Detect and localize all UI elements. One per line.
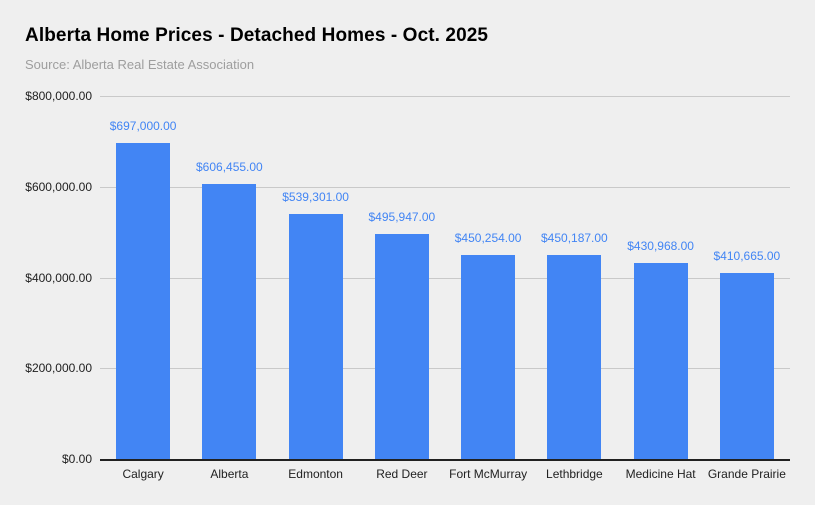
bar-band: $539,301.00 Edmonton (273, 96, 359, 481)
chart-subtitle: Source: Alberta Real Estate Association (25, 57, 255, 72)
bar-value-label: $606,455.00 (196, 159, 263, 174)
bar-value-label: $410,665.00 (713, 248, 781, 263)
bar-value-label: $450,187.00 (541, 230, 608, 245)
bar-series: $697,000.00 Calgary $606,455.00 Alberta $539… (100, 96, 790, 481)
y-tick-label: $600,000.00 (25, 179, 92, 194)
gridline (100, 277, 790, 279)
bar-value-label: $539,301.00 (282, 190, 349, 205)
chart-title: Alberta Home Prices - Detached Homes - O… (25, 25, 489, 46)
bar (116, 142, 171, 459)
bar-value-label: $430,968.00 (627, 239, 694, 254)
bar-band: $697,000.00 Calgary (100, 96, 186, 481)
bar (633, 263, 688, 459)
gridline (100, 368, 790, 370)
bar-value-label: $450,254.00 (454, 230, 522, 245)
plot-area: $697,000.00 Calgary $606,455.00 Alberta $539… (100, 96, 790, 481)
bar-band: $410,665.00 Grande Prairie (704, 96, 790, 481)
bar-band: $495,947.00 Red Deer (359, 96, 445, 481)
bar (719, 272, 774, 459)
y-tick-label: $200,000.00 (25, 361, 92, 376)
y-tick-label: $0.00 (61, 452, 92, 466)
bar-value-label: $495,947.00 (368, 209, 436, 224)
category-label: Red Deer (376, 467, 428, 481)
category-label: Alberta (210, 467, 249, 481)
category-label: Medicine Hat (625, 467, 696, 481)
bar (288, 214, 343, 459)
category-label: Fort McMurray (449, 467, 528, 481)
bar (374, 233, 429, 459)
gridline (100, 186, 790, 188)
bar-band: $606,455.00 Alberta (186, 96, 272, 481)
category-label: Grande Prairie (707, 467, 786, 481)
bar-value-label: $697,000.00 (109, 118, 177, 133)
category-label: Edmonton (288, 467, 343, 481)
bar (202, 183, 257, 459)
category-label: Lethbridge (546, 467, 603, 481)
y-axis: $800,000.00 $600,000.00 $400,000.00 $200,00… (0, 89, 92, 466)
y-tick-label: $800,000.00 (25, 89, 92, 103)
category-label: Calgary (122, 467, 164, 481)
bar (461, 254, 516, 459)
y-tick-label: $400,000.00 (25, 270, 92, 285)
gridline (100, 96, 790, 97)
bar-band: $430,968.00 Medicine Hat (618, 96, 704, 481)
bar-band: $450,254.00 Fort McMurray (445, 96, 531, 481)
bar (547, 254, 602, 459)
bar-band: $450,187.00 Lethbridge (531, 96, 617, 481)
